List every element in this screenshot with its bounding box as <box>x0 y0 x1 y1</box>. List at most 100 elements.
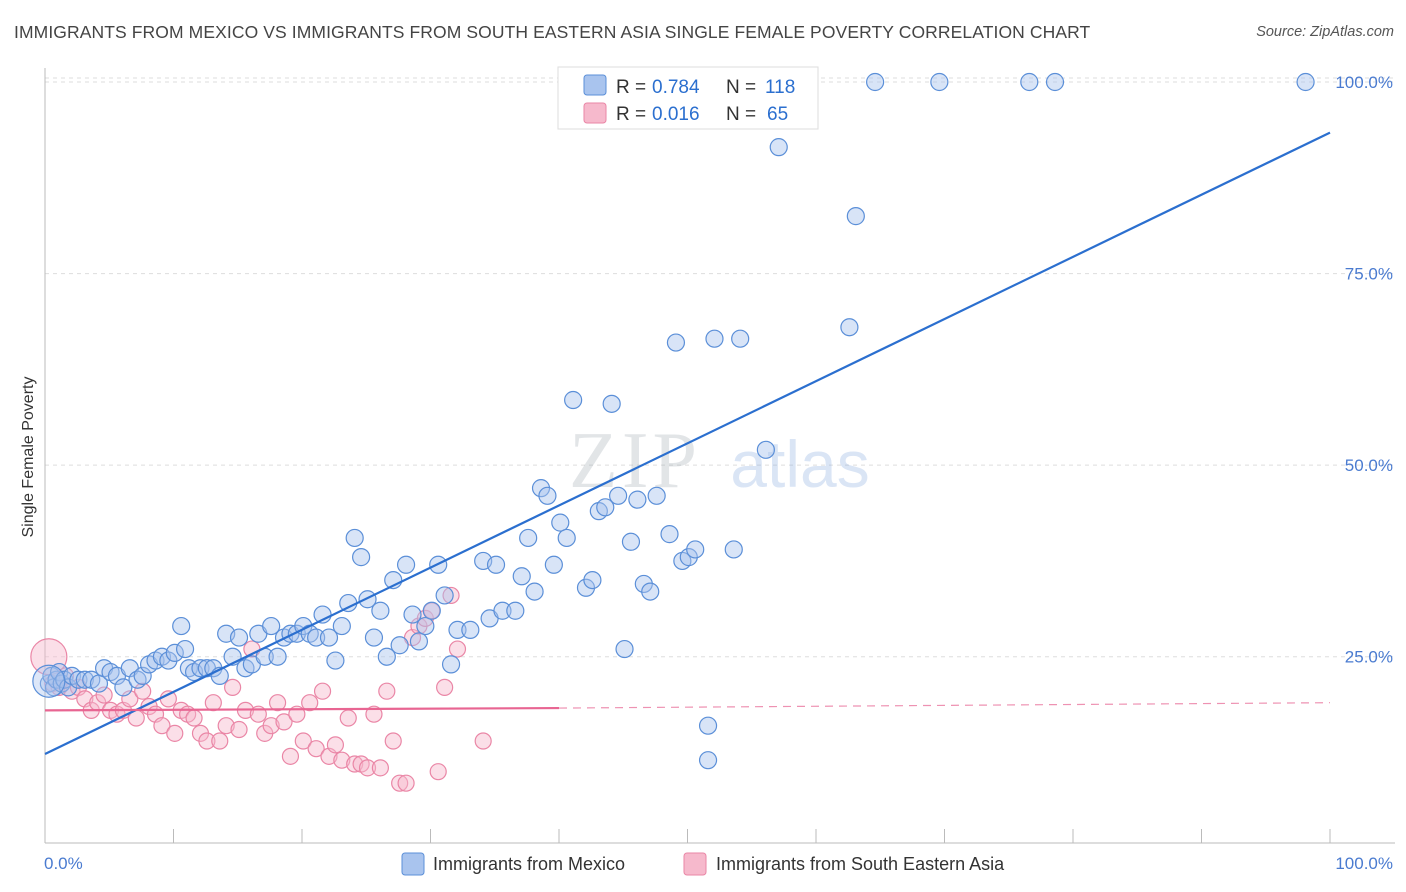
trend-line-sea-extension <box>558 702 1331 709</box>
grid-lines <box>45 77 1395 658</box>
data-point-sea <box>307 740 325 758</box>
data-point-sea <box>384 732 402 750</box>
y-tick-label: 100.0% <box>1335 73 1393 92</box>
data-point-sea <box>397 774 415 792</box>
data-point-sea <box>365 705 383 723</box>
data-point-mexico <box>756 440 775 459</box>
data-point-mexico <box>564 390 583 410</box>
data-point-sea <box>204 694 222 712</box>
bottom-legend-swatch-sea <box>683 852 707 876</box>
stats-legend: R = 0.784 N = 118 R = 0.016 N = 65 <box>557 66 819 130</box>
data-point-mexico <box>493 601 512 620</box>
data-point-mexico <box>866 72 885 92</box>
data-point-mexico <box>596 498 615 517</box>
data-point-mexico <box>1045 72 1065 92</box>
data-point-mexico <box>175 639 195 659</box>
legend-r-value-mexico: 0.784 <box>652 77 700 98</box>
data-point-sea <box>185 709 203 727</box>
data-point-sea <box>153 717 171 735</box>
legend-swatch-sea <box>583 102 607 124</box>
data-point-mexico <box>416 616 435 636</box>
data-point-mexico <box>172 616 191 636</box>
y-tick-label: 25.0% <box>1345 648 1393 667</box>
data-point-mexico-cluster <box>32 664 66 698</box>
data-point-sea <box>301 694 319 712</box>
data-point-mexico <box>609 486 628 505</box>
data-point-mexico <box>332 616 351 636</box>
data-point-mexico <box>352 548 371 567</box>
data-point-mexico <box>538 486 557 505</box>
data-point-sea <box>262 717 280 735</box>
y-tick-label: 50.0% <box>1345 456 1393 475</box>
data-point-mexico <box>641 582 660 601</box>
trend-line-sea <box>44 706 560 712</box>
watermark: ZIP atlas <box>569 417 870 505</box>
y-tick-label: 75.0% <box>1345 265 1393 284</box>
data-point-mexico <box>403 605 422 624</box>
data-point-mexico <box>435 586 454 605</box>
data-point-mexico <box>846 207 865 226</box>
data-point-mexico <box>666 333 686 352</box>
data-point-mexico <box>69 670 88 689</box>
data-point-mexico <box>583 570 602 590</box>
y-tick-labels: 25.0% 50.0% 75.0% 100.0% <box>1335 73 1393 667</box>
data-point-mexico <box>461 620 480 640</box>
data-point-mexico <box>660 525 679 544</box>
legend-n-label-1: N = <box>726 77 756 98</box>
bottom-legend-swatch-mexico <box>401 852 425 876</box>
bottom-legend-label-sea: Immigrants from South Eastern Asia <box>716 854 1005 874</box>
data-point-sea <box>326 736 345 754</box>
data-point-mexico <box>557 528 576 548</box>
x-tick-labels: 0.0% 100.0% <box>44 854 1393 873</box>
data-point-sea <box>358 759 377 777</box>
data-point-mexico <box>686 540 705 559</box>
data-point-sea <box>339 709 357 727</box>
data-point-mexico <box>339 593 358 613</box>
data-point-mexico <box>519 528 538 548</box>
data-point-sea <box>294 732 312 750</box>
data-point-mexico <box>409 632 429 651</box>
legend-n-label-2: N = <box>726 104 756 125</box>
data-point-mexico <box>731 329 750 348</box>
data-point-mexico <box>602 394 621 413</box>
data-point-sea <box>275 713 293 731</box>
series-mexico-points <box>32 72 1315 770</box>
data-point-mexico <box>615 639 634 659</box>
legend-n-value-mexico: 118 <box>765 77 795 98</box>
data-point-mexico <box>59 678 78 697</box>
data-point-mexico <box>75 670 94 689</box>
data-point-mexico <box>525 582 544 601</box>
data-point-mexico <box>448 620 467 640</box>
data-point-mexico <box>724 540 743 559</box>
data-point-mexico <box>930 72 949 92</box>
data-point-mexico <box>345 528 364 548</box>
data-point-mexico <box>307 628 326 647</box>
data-point-sea <box>436 678 454 696</box>
data-point-sea <box>198 732 216 750</box>
chart-title: IMMIGRANTS FROM MEXICO VS IMMIGRANTS FRO… <box>14 22 1091 42</box>
data-point-sea <box>217 717 235 735</box>
data-point-sea <box>474 732 492 750</box>
y-axis-label: Single Female Poverty <box>20 377 37 538</box>
data-point-sea <box>378 682 396 700</box>
data-point-mexico <box>628 490 647 509</box>
data-point-sea <box>442 586 460 605</box>
data-point-mexico <box>364 628 384 647</box>
data-point-sea <box>121 690 139 708</box>
data-point-mexico <box>133 666 152 685</box>
data-point-sea <box>95 686 113 704</box>
data-point-mexico <box>319 628 339 647</box>
legend-r-label-2: R = <box>616 104 646 125</box>
data-point-mexico <box>769 138 788 157</box>
data-point-sea <box>313 682 332 700</box>
legend-r-label-1: R = <box>616 77 646 98</box>
data-point-mexico <box>371 601 390 620</box>
data-point-mexico <box>698 716 718 735</box>
legend-swatch-mexico <box>583 74 607 96</box>
data-point-mexico <box>268 647 287 666</box>
trend-line-mexico <box>44 131 1331 756</box>
legend-n-value-sea: 65 <box>767 104 788 125</box>
data-point-mexico <box>647 486 666 505</box>
data-point-mexico <box>840 318 859 337</box>
data-point-mexico <box>396 555 416 574</box>
